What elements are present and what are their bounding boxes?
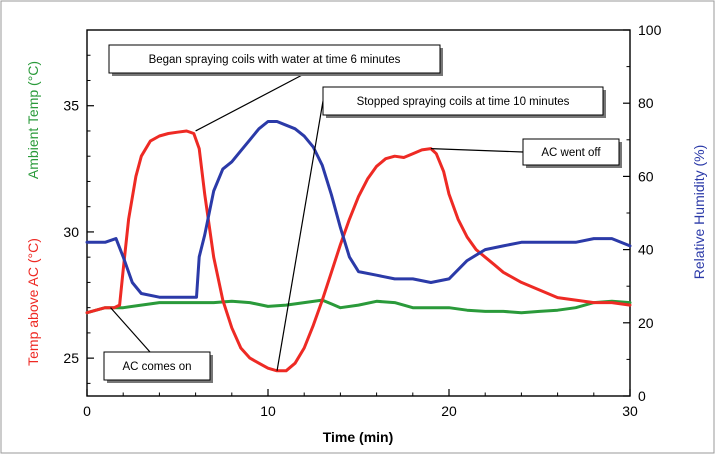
right-tick-label-0: 0 [638,388,646,404]
left-axis-title-ambient: Ambient Temp (°C) [25,61,41,179]
x-tick-label-0: 0 [83,403,91,419]
callout-leader-1 [276,100,324,371]
right-tick-label-5: 100 [638,22,662,38]
callout-box-1 [322,86,604,116]
x-axis-title: Time (min) [323,429,394,445]
x-tick-label-3: 30 [622,403,638,419]
right-tick-label-2: 40 [638,242,654,258]
callout-leader-2 [430,148,524,153]
x-tick-label-1: 10 [260,403,276,419]
callout-box-0 [108,44,441,74]
callout-text-3: AC comes on [122,361,191,373]
callout-leader-0 [195,72,307,132]
right-tick-label-3: 60 [638,168,654,184]
callout-box-3 [103,351,211,381]
right-tick-label-4: 80 [638,95,654,111]
callout-text-2: AC went off [541,147,601,159]
callout-box-2 [522,138,620,166]
callout-text-0: Began spraying coils with water at time … [149,54,401,66]
annotations: Began spraying coils with water at time … [103,44,622,383]
x-tick-label-2: 20 [441,403,457,419]
left-tick-label-1: 30 [63,224,79,240]
blue-series-line [85,120,632,299]
left-tick-label-2: 35 [63,98,79,114]
right-tick-label-1: 20 [638,315,654,331]
left-tick-label-0: 25 [63,350,79,366]
callout-text-1: Stopped spraying coils at time 10 minute… [357,96,570,108]
series-layer [85,120,632,373]
axis-ticks: 0 10 20 30 25 30 35 0 20 40 60 80 100 [63,22,661,419]
left-axis-title-temp-above-ac: Temp above AC (°C) [25,238,41,366]
callout-leader-3 [110,307,151,353]
green-series-line [85,298,632,315]
right-axis-title: Relative Humidity (%) [691,145,707,280]
